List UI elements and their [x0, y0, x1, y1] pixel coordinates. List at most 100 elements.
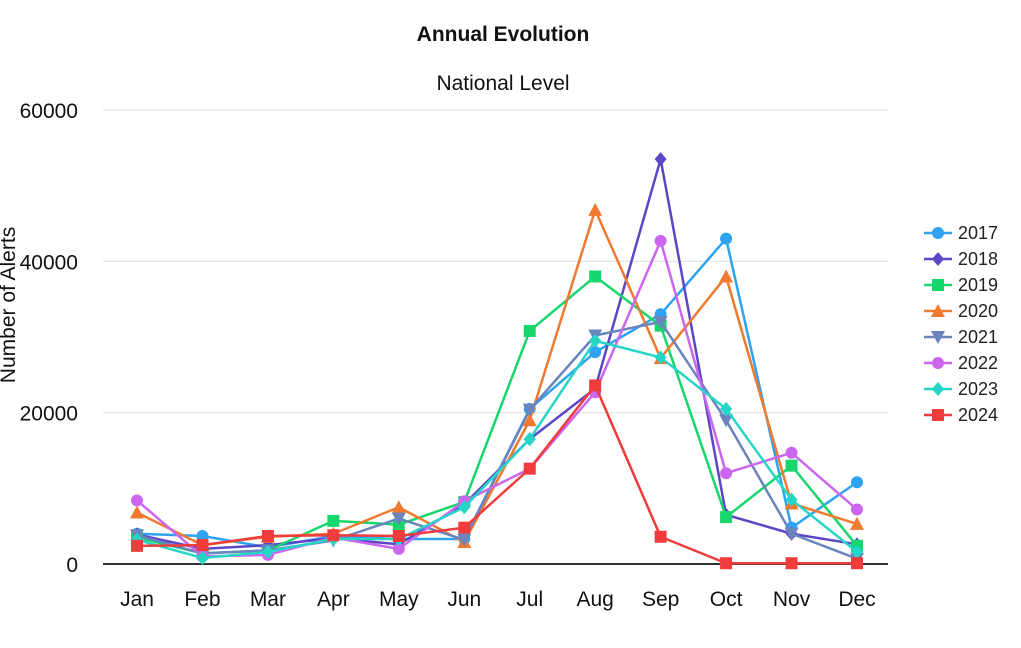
data-point [654, 234, 667, 247]
data-point [851, 503, 863, 516]
legend[interactable]: 2017 2018 2019 2020 2021 2022 2023 2024 [924, 223, 998, 425]
data-point [522, 413, 537, 427]
legend-label: 2021 [958, 327, 998, 347]
data-point [130, 505, 144, 519]
legend-label: 2018 [958, 249, 998, 269]
data-point [589, 270, 602, 283]
series-group [130, 152, 864, 570]
chart-subtitle: National Level [436, 72, 569, 95]
x-tick-label: Apr [317, 588, 350, 611]
series-line [136, 208, 858, 547]
series-line [136, 384, 857, 565]
data-point [457, 533, 472, 547]
x-tick-label: Jun [447, 588, 481, 611]
data-point [720, 232, 733, 245]
data-point [522, 403, 537, 417]
data-point [720, 511, 733, 524]
legend-label: 2020 [958, 301, 998, 321]
series-2023 [131, 333, 863, 565]
data-point [589, 346, 602, 359]
data-point [851, 476, 863, 489]
series-2021 [130, 315, 864, 566]
data-point [261, 544, 274, 559]
data-point [719, 269, 734, 283]
data-point [851, 544, 863, 559]
legend-marker [932, 227, 944, 239]
data-point [784, 527, 799, 541]
data-point [523, 324, 536, 337]
data-point [131, 494, 143, 507]
chart-title: Annual Evolution [417, 23, 590, 46]
data-point [589, 333, 602, 348]
legend-marker [931, 304, 945, 317]
legend-marker [932, 382, 944, 396]
data-point [196, 550, 209, 565]
legend-label: 2022 [958, 353, 998, 373]
data-point [720, 401, 733, 416]
legend-item-2021[interactable]: 2021 [924, 327, 998, 347]
legend-marker [931, 331, 945, 344]
legend-marker [932, 357, 944, 369]
y-axis-label: Number of Alerts [0, 227, 20, 383]
data-point [785, 446, 798, 459]
data-point [785, 557, 798, 570]
data-point [850, 516, 864, 530]
data-point [458, 521, 471, 534]
data-point [391, 512, 406, 526]
y-tick-label: 60000 [20, 100, 78, 123]
data-point [654, 530, 667, 543]
y-tick-labels: 0 20000 40000 60000 [20, 100, 78, 577]
data-point [588, 202, 603, 216]
x-tick-label: Nov [773, 588, 811, 611]
x-tick-labels: Jan Feb Mar Apr May Jun Jul Aug Sep Oct Nov Dec [120, 588, 876, 611]
legend-marker [932, 252, 944, 266]
series-line [136, 275, 858, 555]
series-2019 [131, 270, 863, 560]
data-point [523, 432, 536, 447]
series-line [136, 237, 858, 549]
series-2017 [131, 232, 863, 554]
legend-label: 2017 [958, 223, 998, 243]
legend-marker [932, 279, 944, 291]
legend-item-2023[interactable]: 2023 [924, 379, 998, 399]
x-tick-label: Sep [642, 588, 679, 611]
x-tick-label: May [379, 588, 419, 611]
legend-item-2019[interactable]: 2019 [924, 275, 998, 295]
data-point [392, 530, 405, 543]
legend-label: 2019 [958, 275, 998, 295]
legend-item-2017[interactable]: 2017 [924, 223, 998, 243]
data-point [720, 467, 733, 480]
x-tick-label: Mar [250, 588, 286, 611]
data-point [719, 414, 734, 428]
x-tick-label: Jan [120, 588, 154, 611]
y-tick-label: 20000 [20, 403, 78, 426]
data-point [458, 500, 471, 515]
legend-item-2024[interactable]: 2024 [924, 405, 998, 425]
series-line [136, 339, 858, 560]
series-2022 [131, 234, 863, 563]
series-2024 [131, 379, 863, 570]
data-point [851, 557, 863, 570]
legend-item-2022[interactable]: 2022 [924, 353, 998, 373]
legend-marker [932, 409, 944, 421]
series-line [136, 239, 858, 558]
legend-item-2020[interactable]: 2020 [924, 301, 998, 321]
data-point [391, 500, 406, 514]
data-point [392, 542, 405, 555]
x-tick-label: Dec [838, 588, 875, 611]
x-tick-label: Feb [184, 588, 220, 611]
legend-label: 2023 [958, 379, 998, 399]
y-tick-label: 40000 [20, 251, 78, 274]
data-point [654, 152, 667, 167]
data-point [720, 557, 733, 570]
legend-item-2018[interactable]: 2018 [924, 249, 998, 269]
data-point [653, 315, 668, 329]
data-point [261, 530, 274, 543]
data-point [785, 459, 798, 472]
y-tick-label: 0 [66, 554, 78, 577]
data-point [523, 462, 536, 475]
data-point [785, 492, 798, 507]
data-point [654, 350, 667, 365]
data-point [589, 379, 602, 392]
data-point [196, 539, 209, 552]
